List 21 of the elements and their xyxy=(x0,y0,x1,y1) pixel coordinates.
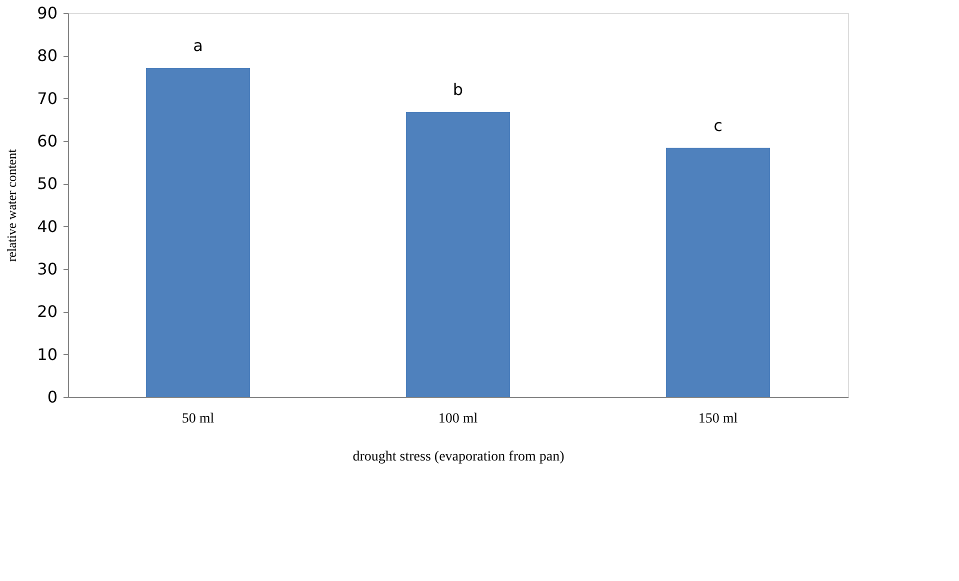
y-tick-label: 70 xyxy=(37,88,58,108)
y-axis-title: relative water content xyxy=(4,148,20,262)
y-tick-label: 40 xyxy=(37,216,58,236)
bar xyxy=(406,112,510,397)
x-tick-label: 100 ml xyxy=(438,412,478,426)
x-tick-label: 150 ml xyxy=(698,412,738,426)
bar xyxy=(666,148,770,397)
y-tick-label: 0 xyxy=(47,388,58,406)
y-tick-label: 50 xyxy=(37,174,58,194)
y-tick-label: 60 xyxy=(37,132,58,150)
y-tick-label: 80 xyxy=(37,46,58,66)
y-tick-label: 90 xyxy=(37,4,58,22)
x-axis-title: drought stress (evaporation from pan) xyxy=(352,450,565,464)
bar xyxy=(146,68,250,397)
annotation: c xyxy=(714,116,722,135)
annotation: a xyxy=(193,36,203,56)
y-tick-label: 30 xyxy=(37,260,58,278)
annotation: b xyxy=(452,80,464,99)
y-tick-label: 10 xyxy=(37,344,58,364)
y-tick-label: 20 xyxy=(37,302,58,322)
x-tick-label: 50 ml xyxy=(182,412,214,426)
